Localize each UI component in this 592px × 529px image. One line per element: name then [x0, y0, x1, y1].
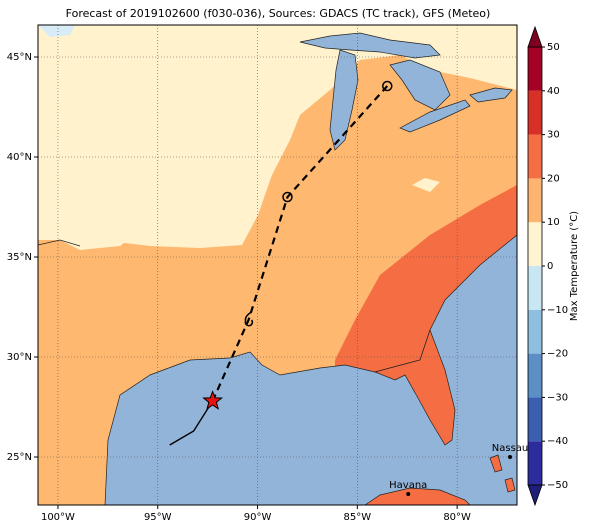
- bahamas: [489, 454, 503, 473]
- lat-tick-label: 35°N: [7, 252, 32, 263]
- land-cool: [38, 25, 517, 248]
- cuba: [364, 487, 471, 505]
- forecast-track: [211, 85, 389, 402]
- colorbar-tick-label: −50: [547, 480, 568, 491]
- past-track: [169, 400, 214, 446]
- colorbar-extend: [527, 25, 543, 48]
- land-cool: [412, 178, 440, 192]
- current-position: [202, 390, 224, 410]
- border: [38, 239, 81, 247]
- colorbar-band: [528, 397, 542, 442]
- storm-symbol: [244, 311, 254, 327]
- lake-erie: [399, 99, 471, 133]
- lon-tick-label: 90°W: [244, 512, 272, 523]
- colorbar-extend: [527, 484, 543, 507]
- ocean: [104, 234, 517, 505]
- colorbar-tick-label: 50: [547, 42, 560, 53]
- lake-michigan: [329, 49, 359, 151]
- map: [38, 25, 517, 505]
- florida: [373, 328, 456, 446]
- forecast-position: [282, 191, 293, 203]
- colorbar-band: [528, 353, 542, 398]
- city-label: Havana: [389, 480, 427, 491]
- colorbar-tick-label: −10: [547, 305, 568, 316]
- lat-tick-label: 30°N: [7, 352, 32, 363]
- colorbar-tick-label: −40: [547, 436, 568, 447]
- lake-ontario: [469, 87, 513, 103]
- city-marker: [406, 492, 411, 496]
- colorbar-tick-label: 20: [547, 173, 560, 184]
- lake: [38, 25, 75, 37]
- colorbar-tick-label: 10: [547, 217, 560, 228]
- map-frame: [37, 24, 518, 506]
- forecast-position: [382, 80, 393, 92]
- lon-tick-label: 80°W: [443, 512, 471, 523]
- bahamas: [504, 477, 516, 493]
- colorbar-band: [528, 90, 542, 135]
- colorbar-band: [528, 441, 542, 485]
- colorbar-tick-label: −30: [547, 392, 568, 403]
- city-marker: [508, 455, 513, 459]
- lon-tick-label: 85°W: [344, 512, 372, 523]
- title: Forecast of 2019102600 (f030-036), Sourc…: [66, 7, 491, 20]
- colorbar-tick-label: 30: [547, 130, 560, 141]
- lat-tick-label: 45°N: [7, 52, 32, 63]
- colorbar-tick-label: 0: [547, 261, 553, 272]
- colorbar-band: [528, 47, 542, 91]
- colorbar-label: Max Temperature (°C): [569, 211, 580, 321]
- lake-superior: [299, 32, 441, 59]
- lon-tick-label: 95°W: [144, 512, 172, 523]
- lon-tick-label: 100°W: [41, 512, 75, 523]
- colorbar-band: [528, 222, 542, 266]
- lat-tick-label: 25°N: [7, 452, 32, 463]
- lat-tick-label: 40°N: [7, 152, 32, 163]
- colorbar-band: [528, 266, 542, 310]
- colorbar-band: [528, 134, 542, 179]
- city-label: Nassau: [492, 443, 529, 454]
- lake-huron: [389, 59, 451, 111]
- colorbar-band: [528, 309, 542, 354]
- colorbar-band: [528, 178, 542, 223]
- colorbar-tick-label: 40: [547, 86, 560, 97]
- colorbar-tick-label: −20: [547, 349, 568, 360]
